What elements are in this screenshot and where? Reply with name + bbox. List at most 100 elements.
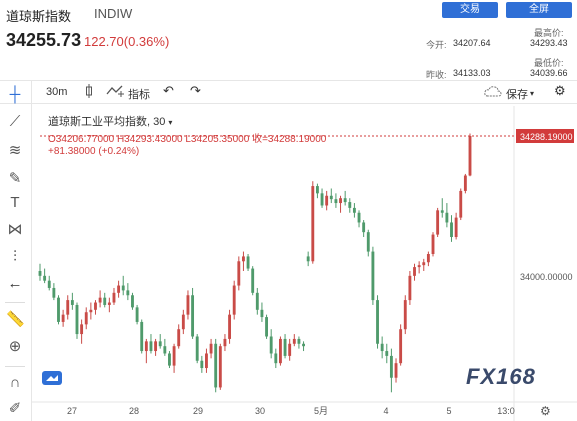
candle-body <box>177 329 181 347</box>
chart-legend-ohlc: O34206.77000 H34293.43000 L34205.35000 收… <box>48 134 327 145</box>
interval-selector[interactable]: 30m <box>46 86 68 98</box>
candle-body <box>98 297 102 303</box>
zoom-in-icon[interactable]: ⊕ <box>8 338 22 355</box>
candle-body <box>389 355 393 378</box>
x-tick-label: 30 <box>255 406 265 416</box>
undo-icon[interactable]: ↶ <box>163 83 174 98</box>
candle-body <box>158 341 162 347</box>
candle-body <box>52 287 56 298</box>
candle-body <box>315 186 319 194</box>
indicator-icon[interactable] <box>106 84 126 98</box>
candle-body <box>214 343 218 388</box>
candle-body <box>47 280 51 288</box>
candle-body <box>218 346 222 388</box>
candle-body <box>140 321 144 352</box>
fullscreen-button[interactable]: 全屏 <box>506 2 572 18</box>
candle-body <box>209 343 213 354</box>
candle-body <box>121 285 125 291</box>
cloud-icon[interactable] <box>484 85 502 97</box>
candle-body <box>89 309 93 313</box>
lock-drawing-icon[interactable]: ✐ <box>8 400 22 417</box>
candle-body <box>339 198 342 204</box>
candle-body <box>66 300 70 315</box>
open-value: 34207.64 <box>453 38 491 48</box>
candle-body <box>343 198 347 203</box>
candle-body <box>274 353 278 364</box>
candle-body <box>269 336 273 354</box>
candle-body <box>357 212 361 223</box>
x-tick-label: 4 <box>383 406 388 416</box>
ruler-icon[interactable]: 📏 <box>6 311 25 328</box>
trade-button[interactable]: 交易 <box>442 2 498 18</box>
pattern-icon[interactable]: ⋈ <box>7 221 23 238</box>
prediction-icon[interactable]: ⫶ <box>13 248 17 265</box>
candle-body <box>376 300 379 344</box>
candle-body <box>408 275 412 301</box>
candle-body <box>205 353 208 369</box>
candle-body <box>265 317 268 337</box>
x-tick-label: 27 <box>67 406 77 416</box>
candle-body <box>445 212 449 223</box>
text-icon[interactable]: T <box>10 194 20 211</box>
candle-body <box>288 343 292 356</box>
candle-body <box>413 267 416 276</box>
high-value: 34293.43 <box>530 38 568 48</box>
candle-body <box>362 222 366 233</box>
legend-chevron-icon[interactable]: ▾ <box>168 118 173 127</box>
redo-icon[interactable]: ↷ <box>190 83 201 98</box>
candle-body <box>325 195 329 206</box>
candle-body <box>228 314 232 339</box>
candle-body <box>135 307 139 322</box>
x-tick-label: 29 <box>193 406 203 416</box>
indicators-button[interactable]: 指标 <box>128 89 150 101</box>
low-label: 最低价: <box>534 58 564 68</box>
candle-body <box>422 262 426 266</box>
candle-body <box>246 256 250 269</box>
chevron-down-icon[interactable]: ▾ <box>530 89 535 98</box>
candle-body <box>131 295 134 308</box>
index-code: INDIW <box>94 6 133 21</box>
candle-body <box>454 217 458 238</box>
candle-body <box>380 343 384 352</box>
candle-body <box>403 300 407 330</box>
candle-body <box>459 190 463 218</box>
candle-body <box>232 285 236 315</box>
candle-body <box>283 338 287 356</box>
y-tick-label: 34288.19000 <box>520 132 573 142</box>
candle-body <box>200 360 204 369</box>
axis-gear-icon[interactable]: ⚙ <box>540 404 551 418</box>
chart-legend-title: 道琼斯工业平均指数, 30 ▾ <box>48 113 172 129</box>
candle-type-icon[interactable] <box>85 84 93 98</box>
candle-body <box>278 338 282 364</box>
gear-icon[interactable]: ⚙ <box>554 83 566 98</box>
back-arrow-icon[interactable]: ← <box>7 275 23 292</box>
candle-body <box>186 295 190 315</box>
x-tick-label: 28 <box>129 406 139 416</box>
candle-body <box>251 268 255 293</box>
candle-body <box>163 346 167 354</box>
magnet-icon[interactable]: ∩ <box>9 374 21 391</box>
candle-body <box>94 302 97 310</box>
save-button[interactable]: 保存 <box>506 89 528 101</box>
candle-body <box>348 202 352 208</box>
candle-body <box>394 363 398 378</box>
brush-icon[interactable]: ✎ <box>8 170 22 187</box>
x-tick-label: 13:0 <box>497 406 515 416</box>
candle-body <box>61 314 65 322</box>
candle-body <box>426 254 430 263</box>
fib-icon[interactable]: ≋ <box>8 142 22 159</box>
candle-body <box>191 295 195 337</box>
candle-body <box>70 300 74 305</box>
candle-body <box>417 265 421 268</box>
crosshair-icon[interactable]: ┼ <box>9 86 21 103</box>
candle-body <box>154 341 158 352</box>
candle-body <box>117 285 121 293</box>
candle-body <box>237 261 241 286</box>
candle-body <box>195 336 199 361</box>
candle-body <box>306 256 310 262</box>
trend-line-icon[interactable]: ⟋ <box>9 113 21 130</box>
candle-body <box>399 329 403 364</box>
tv-logo-icon[interactable] <box>42 371 62 385</box>
candle-body <box>84 312 88 325</box>
